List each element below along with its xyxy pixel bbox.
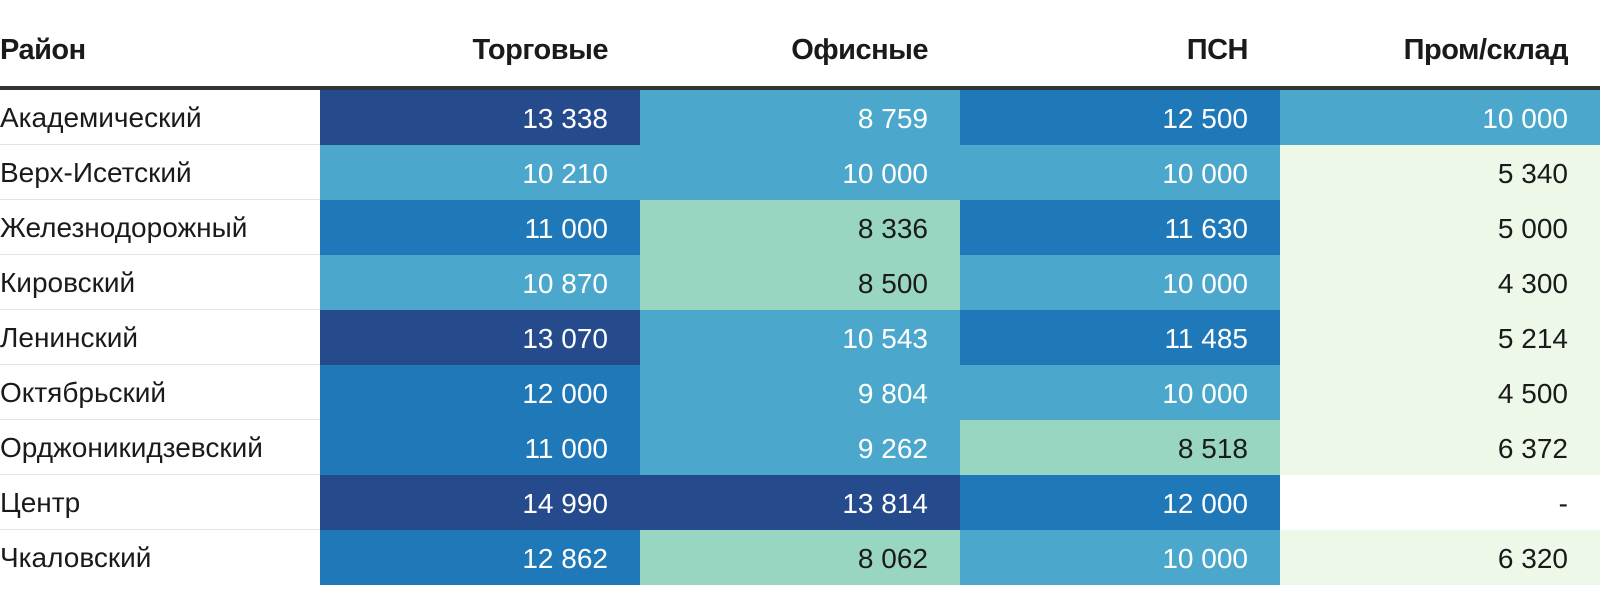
- header-district: Район: [0, 34, 86, 66]
- table-row: Орджоникидзевский 11 000 9 262 8 518 6 372: [0, 420, 1600, 475]
- cell-retail: 13 338: [320, 90, 640, 145]
- cell-retail: 13 070: [320, 310, 640, 365]
- table-row: Верх-Исетский 10 210 10 000 10 000 5 340: [0, 145, 1600, 200]
- cell-industrial: 5 340: [1280, 145, 1600, 200]
- cell-industrial: 5 000: [1280, 200, 1600, 255]
- table-row: Академический 13 338 8 759 12 500 10 000: [0, 90, 1600, 145]
- table-header: Район Торговые Офисные ПСН Пром/склад: [0, 0, 1600, 90]
- cell-psn: 11 630: [960, 200, 1280, 255]
- district-name: Железнодорожный: [0, 212, 248, 243]
- cell-retail: 11 000: [320, 420, 640, 475]
- header-divider: [0, 86, 1600, 90]
- cell-psn: 12 500: [960, 90, 1280, 145]
- table-row: Чкаловский 12 862 8 062 10 000 6 320: [0, 530, 1600, 585]
- cell-industrial: 10 000: [1280, 90, 1600, 145]
- cell-industrial: 4 500: [1280, 365, 1600, 420]
- district-name: Орджоникидзевский: [0, 432, 263, 463]
- cell-psn: 10 000: [960, 365, 1280, 420]
- row-divider: [0, 529, 320, 530]
- cell-psn: 10 000: [960, 530, 1280, 585]
- cell-retail: 11 000: [320, 200, 640, 255]
- table-row: Ленинский 13 070 10 543 11 485 5 214: [0, 310, 1600, 365]
- cell-retail: 12 862: [320, 530, 640, 585]
- cell-office: 10 543: [640, 310, 960, 365]
- table-row: Железнодорожный 11 000 8 336 11 630 5 000: [0, 200, 1600, 255]
- cell-retail: 10 210: [320, 145, 640, 200]
- row-divider: [0, 309, 320, 310]
- table-row: Центр 14 990 13 814 12 000-: [0, 475, 1600, 530]
- cell-office: 9 262: [640, 420, 960, 475]
- cell-psn: 11 485: [960, 310, 1280, 365]
- cell-psn: 10 000: [960, 145, 1280, 200]
- table-row: Октябрьский 12 000 9 804 10 000 4 500: [0, 365, 1600, 420]
- cell-psn: 10 000: [960, 255, 1280, 310]
- header-retail: Торговые: [472, 34, 609, 66]
- district-name: Верх-Исетский: [0, 157, 192, 188]
- row-divider: [0, 364, 320, 365]
- row-divider: [0, 144, 320, 145]
- cell-office: 10 000: [640, 145, 960, 200]
- cell-industrial: 4 300: [1280, 255, 1600, 310]
- district-name: Кировский: [0, 267, 136, 298]
- district-name: Октябрьский: [0, 377, 167, 408]
- row-divider: [0, 474, 320, 475]
- district-name: Ленинский: [0, 322, 139, 353]
- district-name: Чкаловский: [0, 542, 152, 573]
- cell-psn: 8 518: [960, 420, 1280, 475]
- district-name: Центр: [0, 487, 81, 518]
- header-psn: ПСН: [1186, 34, 1249, 66]
- cell-psn: 12 000: [960, 475, 1280, 530]
- cell-office: 8 062: [640, 530, 960, 585]
- header-office: Офисные: [791, 34, 928, 66]
- cell-industrial: -: [1280, 475, 1600, 530]
- cell-office: 8 336: [640, 200, 960, 255]
- cell-industrial: 6 320: [1280, 530, 1600, 585]
- cell-retail: 10 870: [320, 255, 640, 310]
- cell-retail: 12 000: [320, 365, 640, 420]
- cell-office: 8 500: [640, 255, 960, 310]
- table-row: Кировский 10 870 8 500 10 000 4 300: [0, 255, 1600, 310]
- cell-industrial: 6 372: [1280, 420, 1600, 475]
- cell-industrial: 5 214: [1280, 310, 1600, 365]
- row-divider: [0, 419, 320, 420]
- cell-office: 13 814: [640, 475, 960, 530]
- cell-office: 9 804: [640, 365, 960, 420]
- cell-office: 8 759: [640, 90, 960, 145]
- district-name: Академический: [0, 102, 202, 133]
- cell-retail: 14 990: [320, 475, 640, 530]
- row-divider: [0, 254, 320, 255]
- row-divider: [0, 199, 320, 200]
- header-industrial: Пром/склад: [1403, 34, 1569, 66]
